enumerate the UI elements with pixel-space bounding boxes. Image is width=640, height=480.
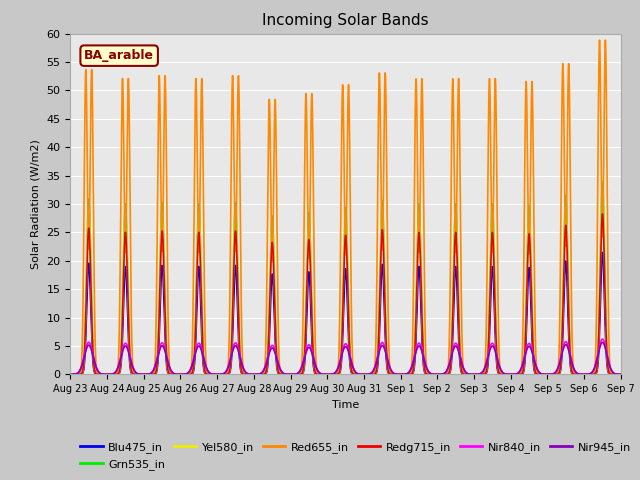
Redg715_in (67, 372, 74, 377)
Redg715_in (606, 371, 614, 377)
Line: Nir840_in: Nir840_in (70, 339, 621, 374)
Nir945_in (129, 365, 137, 371)
Redg715_in (547, 372, 554, 377)
Yel580_in (617, 372, 625, 377)
Yel580_in (278, 372, 285, 377)
Grn535_in (606, 371, 614, 377)
Blu475_in (278, 372, 285, 377)
Nir945_in (598, 339, 606, 345)
Yel580_in (129, 372, 137, 377)
Yel580_in (598, 192, 606, 198)
Yel580_in (162, 336, 170, 342)
Nir945_in (617, 372, 625, 377)
Blu475_in (301, 350, 309, 356)
Redg715_in (129, 371, 137, 377)
Blu475_in (547, 372, 554, 377)
Title: Incoming Solar Bands: Incoming Solar Bands (262, 13, 429, 28)
Grn535_in (129, 371, 137, 377)
Red655_in (617, 372, 625, 377)
Grn535_in (278, 372, 285, 377)
Nir840_in (67, 372, 74, 377)
Nir840_in (301, 350, 309, 356)
Blu475_in (606, 372, 614, 377)
Grn535_in (67, 372, 74, 377)
Blu475_in (67, 372, 74, 377)
Blu475_in (617, 372, 625, 377)
Red655_in (162, 104, 170, 109)
Legend: Blu475_in, Grn535_in, Yel580_in, Red655_in, Redg715_in, Nir840_in, Nir945_in: Blu475_in, Grn535_in, Yel580_in, Red655_… (76, 438, 636, 474)
Nir840_in (162, 349, 170, 355)
Yel580_in (301, 335, 309, 341)
Grn535_in (301, 329, 309, 335)
Blu475_in (598, 250, 606, 255)
Text: BA_arable: BA_arable (84, 49, 154, 62)
X-axis label: Time: Time (332, 400, 359, 409)
Redg715_in (162, 336, 170, 342)
Nir840_in (606, 364, 614, 370)
Nir945_in (162, 351, 170, 357)
Nir840_in (598, 336, 606, 342)
Nir840_in (278, 368, 285, 374)
Red655_in (278, 372, 285, 377)
Line: Grn535_in: Grn535_in (70, 182, 621, 374)
Line: Yel580_in: Yel580_in (70, 195, 621, 374)
Line: Blu475_in: Blu475_in (70, 252, 621, 374)
Nir945_in (301, 352, 309, 358)
Blu475_in (162, 351, 170, 357)
Red655_in (606, 366, 614, 372)
Red655_in (67, 372, 74, 377)
Grn535_in (162, 330, 170, 336)
Grn535_in (598, 179, 606, 185)
Redg715_in (301, 336, 309, 342)
Line: Nir945_in: Nir945_in (70, 342, 621, 374)
Grn535_in (547, 372, 554, 377)
Red655_in (602, 37, 609, 43)
Redg715_in (278, 372, 285, 377)
Nir945_in (67, 372, 74, 377)
Nir945_in (606, 365, 614, 371)
Red655_in (301, 112, 309, 118)
Nir945_in (278, 369, 285, 374)
Nir840_in (129, 365, 137, 371)
Grn535_in (617, 372, 625, 377)
Yel580_in (67, 372, 74, 377)
Redg715_in (617, 372, 625, 377)
Blu475_in (129, 372, 137, 377)
Nir840_in (547, 372, 554, 377)
Red655_in (547, 372, 554, 377)
Yel580_in (606, 371, 614, 377)
Yel580_in (547, 372, 554, 377)
Nir840_in (617, 372, 625, 377)
Y-axis label: Solar Radiation (W/m2): Solar Radiation (W/m2) (31, 139, 41, 269)
Nir945_in (547, 372, 554, 377)
Line: Red655_in: Red655_in (70, 40, 621, 374)
Red655_in (129, 367, 137, 373)
Line: Redg715_in: Redg715_in (70, 214, 621, 374)
Redg715_in (598, 211, 606, 217)
